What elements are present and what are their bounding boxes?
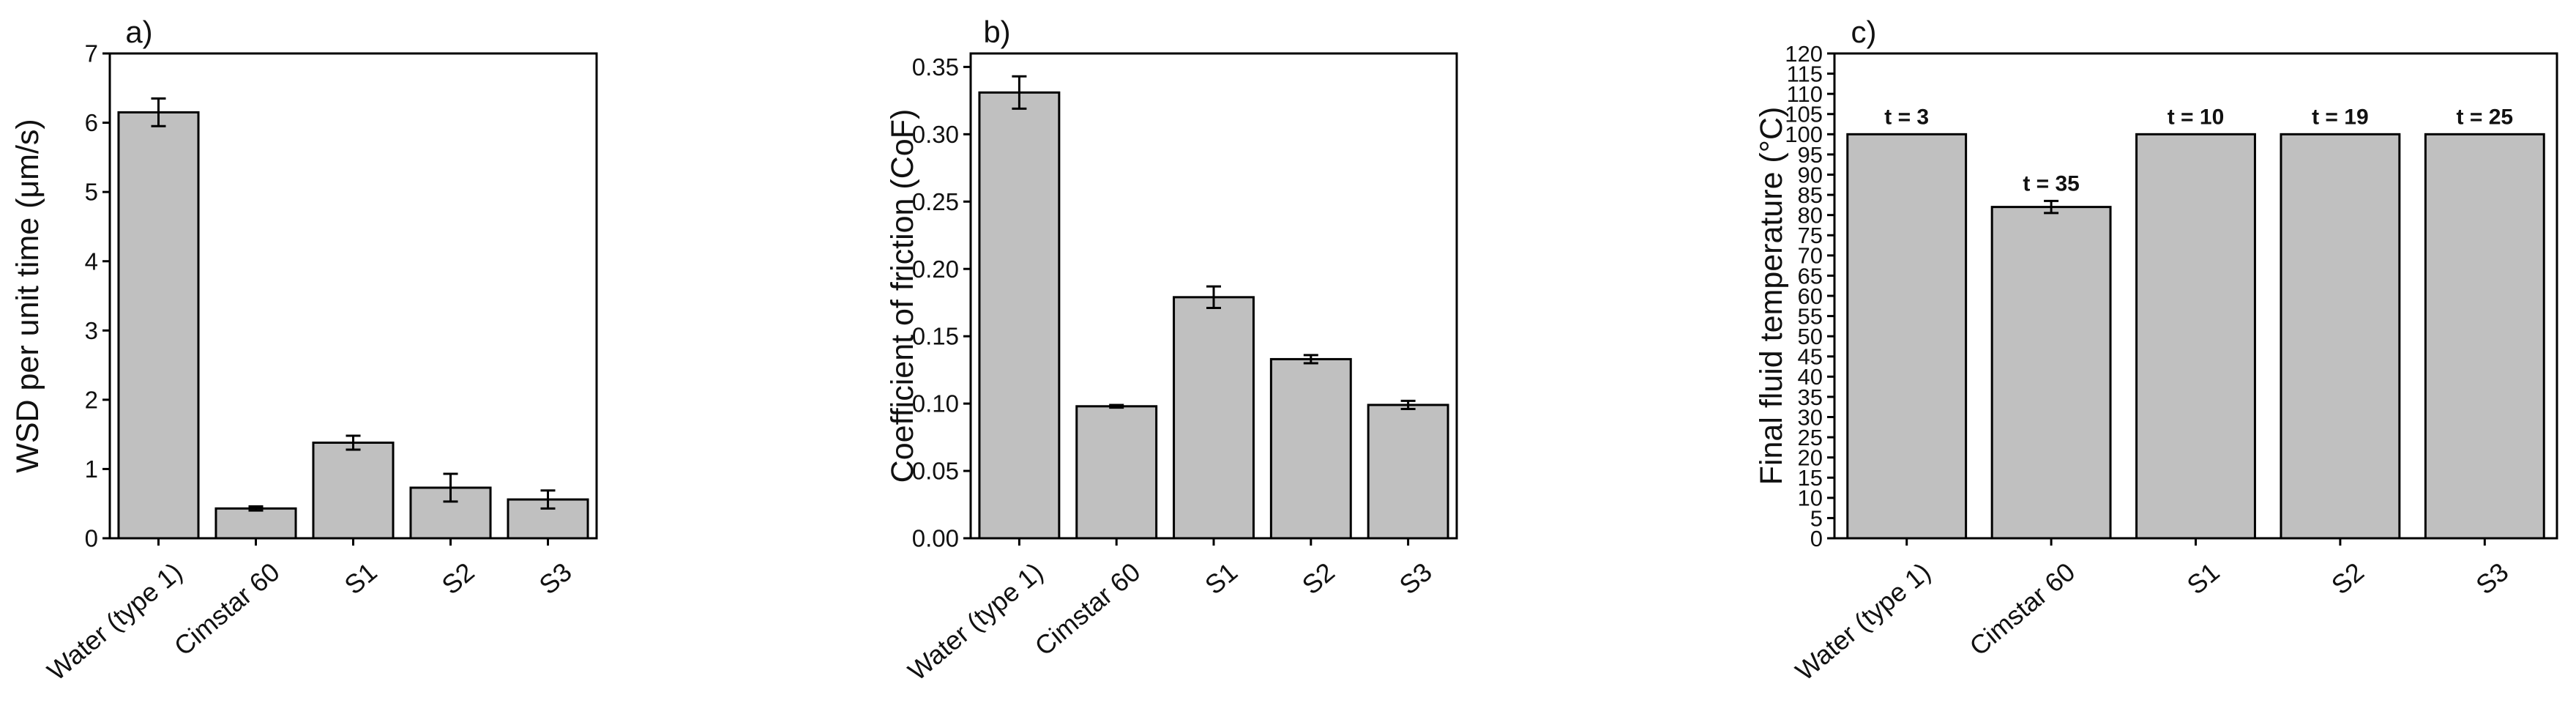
- y-tick-label: 5: [1810, 505, 1823, 531]
- y-tick-label: 0.25: [912, 188, 959, 215]
- y-tick-label: 60: [1798, 283, 1823, 309]
- x-tick-label: Water (type 1): [902, 557, 1048, 686]
- y-axis-label: Final fluid temperature (°C): [1754, 107, 1789, 486]
- y-tick-label: 0.10: [912, 390, 959, 417]
- y-tick-label: 4: [85, 248, 98, 275]
- y-axis-label: Coefficient of friction (CoF): [885, 109, 920, 483]
- bar-3-4: [2280, 133, 2401, 540]
- x-tick-label: Cimstar 60: [1964, 557, 2081, 661]
- x-tick-label: S1: [339, 557, 383, 601]
- error-bar-2-5: [1400, 399, 1416, 410]
- bar-1-1: [117, 111, 200, 540]
- x-tick-label: Cimstar 60: [168, 557, 285, 661]
- y-tick-label: 80: [1798, 203, 1823, 228]
- bar-annotation-5: t = 25: [2457, 105, 2514, 129]
- y-tick-label: 15: [1798, 465, 1823, 491]
- panel-label: c): [1851, 15, 1877, 49]
- y-tick-label: 0.05: [912, 458, 959, 485]
- y-tick-label: 75: [1798, 223, 1823, 248]
- error-bar-2-1: [1012, 75, 1027, 110]
- y-tick-label: 100: [1785, 122, 1823, 147]
- y-tick-label: 0.15: [912, 323, 959, 350]
- y-tick-label: 40: [1798, 364, 1823, 390]
- bar-1-2: [214, 507, 297, 540]
- y-tick-label: 6: [85, 109, 98, 136]
- x-tick-label: Cimstar 60: [1029, 557, 1146, 661]
- error-bar-1-2: [248, 505, 264, 512]
- y-tick-label: 3: [85, 317, 98, 344]
- chart-panel-2: Water (type 1)Cimstar 60 S1 S2 S3 0.00 0.05 0.…: [885, 15, 1458, 686]
- panel-label: b): [983, 15, 1010, 49]
- y-tick-label: 55: [1798, 303, 1823, 329]
- bar-annotation-4: t = 19: [2312, 105, 2369, 129]
- error-bar-2-2: [1109, 404, 1124, 409]
- y-tick-label: 1: [85, 456, 98, 483]
- y-tick-label: 30: [1798, 404, 1823, 430]
- bar-annotation-2: t = 35: [2023, 171, 2080, 196]
- chart-panel-3: t = 3 Water (type 1) t = 35 Cimstar 60 t = 1…: [1754, 15, 2558, 686]
- bar-1-3: [312, 441, 395, 540]
- y-tick-label: 110: [1787, 81, 1823, 107]
- y-tick-label: 105: [1785, 102, 1823, 127]
- x-tick-label: S3: [2470, 557, 2514, 601]
- y-tick-label: 0: [1810, 526, 1823, 551]
- y-tick-label: 90: [1798, 162, 1823, 187]
- error-bar-1-3: [346, 434, 361, 451]
- y-tick-label: 0.30: [912, 121, 959, 148]
- bar-annotation-3: t = 10: [2168, 105, 2225, 129]
- y-tick-label: 7: [85, 40, 98, 67]
- y-tick-label: 95: [1798, 142, 1823, 168]
- bar-annotation-1: t = 3: [1884, 105, 1929, 129]
- x-tick-label: S3: [534, 557, 578, 601]
- y-tick-label: 5: [85, 179, 98, 206]
- y-axis-label: WSD per unit time (μm/s): [10, 119, 45, 473]
- y-tick-label: 0: [85, 525, 98, 552]
- y-tick-label: 45: [1798, 344, 1823, 370]
- error-bar-1-1: [151, 97, 166, 127]
- y-tick-label: 35: [1798, 384, 1823, 410]
- y-tick-label: 2: [85, 386, 98, 413]
- y-tick-label: 85: [1798, 182, 1823, 208]
- bar-2-2: [1075, 405, 1158, 540]
- error-bar-2-4: [1303, 354, 1318, 365]
- y-tick-label: 0.20: [912, 256, 959, 283]
- y-tick-label: 50: [1798, 324, 1823, 349]
- bar-3-3: [2135, 133, 2256, 540]
- bar-3-1: [1846, 133, 1968, 540]
- y-tick-label: 115: [1787, 61, 1823, 86]
- y-tick-label: 120: [1785, 41, 1823, 67]
- y-tick-label: 25: [1798, 425, 1823, 450]
- bar-2-3: [1173, 296, 1255, 540]
- error-bar-1-4: [443, 472, 458, 503]
- error-bar-3-2: [2044, 199, 2059, 215]
- y-tick-label: 0.00: [912, 525, 959, 552]
- error-bar-2-3: [1206, 285, 1221, 310]
- x-tick-label: S1: [2181, 557, 2225, 601]
- bar-2-1: [978, 91, 1061, 540]
- y-tick-label: 70: [1798, 243, 1823, 269]
- x-tick-label: S2: [2326, 557, 2370, 601]
- bar-3-2: [1990, 206, 2112, 540]
- x-tick-label: S1: [1199, 557, 1243, 601]
- error-bar-1-5: [540, 489, 556, 510]
- x-tick-label: Water (type 1): [42, 557, 188, 686]
- bar-2-5: [1367, 404, 1449, 540]
- x-tick-label: Water (type 1): [1790, 557, 1936, 686]
- panel-label: a): [125, 15, 152, 49]
- y-tick-label: 20: [1798, 445, 1823, 471]
- x-tick-label: S2: [436, 557, 480, 601]
- x-tick-label: S2: [1296, 557, 1340, 601]
- y-tick-label: 65: [1798, 263, 1823, 289]
- bar-3-5: [2424, 133, 2545, 540]
- chart-panel-1: Water (type 1)Cimstar 60 S1 S2 S3 0 1 2 3 4 5 6 7 WS…: [10, 15, 598, 686]
- y-tick-label: 0.35: [912, 53, 959, 81]
- bar-2-4: [1269, 357, 1352, 540]
- y-tick-label: 10: [1798, 486, 1823, 511]
- x-tick-label: S3: [1394, 557, 1438, 601]
